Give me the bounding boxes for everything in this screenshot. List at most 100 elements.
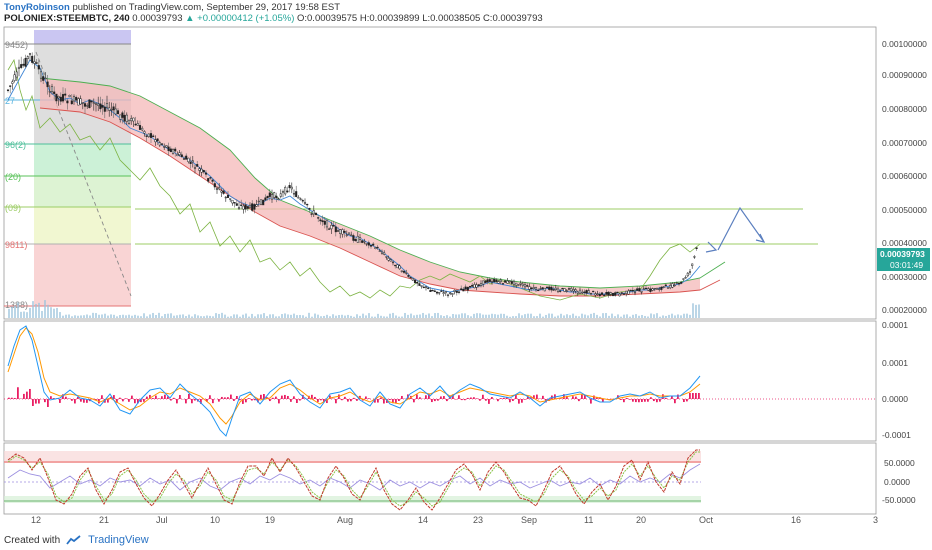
price-tick: 0.00050000 [882,205,927,215]
candle-body [319,219,322,222]
candle-body [583,291,586,293]
volume-bar [347,314,349,318]
volume-bar [26,312,28,318]
macd-hist-bar [323,399,325,403]
candle-body [618,293,621,297]
macd-hist-bar [80,399,82,402]
tradingview-brand[interactable]: TradingView [88,534,149,546]
volume-bar [110,314,112,318]
fib-retracement[interactable] [4,30,132,307]
candle-body [66,100,69,104]
candle-body [691,263,694,266]
macd-hist-bar [695,393,697,399]
candle-body [543,287,546,292]
macd-hist-bar [389,399,391,401]
macd-panel[interactable] [3,320,877,442]
signal-line [7,327,701,425]
volume-bar [278,316,280,318]
volume-bar [425,314,427,318]
candle-body [11,81,14,84]
stoch-panel[interactable] [3,442,877,515]
candle-body [134,123,137,126]
created-with-label: Created with [4,534,61,546]
macd-hist-bar [347,399,349,402]
candle-body [559,290,562,292]
macd-tick: 0.0000 [882,394,908,404]
volume-bar [323,315,325,318]
price-candles[interactable] [6,52,698,299]
candle-body [653,287,656,290]
candle-body [488,279,491,282]
volume-bar [215,313,217,318]
macd-hist-bar [365,396,367,399]
candle-body [372,243,375,246]
macd-hist-bar [596,396,598,399]
macd-hist-bar [218,399,220,402]
candle-body [460,288,463,291]
candle-body [466,286,469,291]
macd-hist-bar [278,399,280,404]
macd-hist-bar [239,399,241,401]
volume-bar [251,313,253,318]
macd-hist-bar [647,399,649,402]
volume-bar [143,313,145,318]
macd-hist-bar [563,394,565,399]
author-name[interactable]: TonyRobinson [4,2,70,13]
volume-bar [365,315,367,318]
macd-hist-bar [689,393,691,399]
candle-body [200,168,203,173]
candle-body [6,89,10,91]
volume-bar [119,315,121,318]
macd-hist-bar [269,399,271,402]
candle-body [264,197,267,201]
volume-bar [491,313,493,318]
volume-bar [335,315,337,318]
candle-body [262,199,265,206]
volume-bar [656,313,658,318]
candle-body [451,293,454,295]
candle-body [136,123,139,126]
candle-body [347,232,351,235]
candle-body [515,282,518,286]
candle-body [132,117,135,122]
macd-hist-bar [626,397,628,399]
candle-body [266,195,269,198]
time-tick: 11 [584,515,593,525]
candle-body [578,289,582,294]
volume-bar [377,313,379,318]
macd-hist-bar [164,394,166,399]
candle-body [435,291,439,294]
volume-bar [407,314,409,318]
macd-hist-bar [299,399,301,401]
macd-hist-bar [173,397,175,399]
macd-hist-bar [452,394,454,399]
price-panel[interactable] [3,26,877,320]
candle-body [141,127,144,131]
macd-hist-bar [602,399,604,403]
candle-body [61,94,65,102]
macd-hist-bar [68,398,70,399]
projection-arrow[interactable] [705,206,766,253]
candle-body [42,76,45,81]
macd-hist-bar [293,396,295,399]
volume-bar [32,301,34,318]
candle-body [565,290,568,292]
candle-body [413,279,417,284]
candle-body [607,291,610,296]
macd-hist-bar [32,399,34,406]
macd-hist-bar [575,396,577,399]
volume-bar [71,316,73,318]
volume-bar [242,314,244,318]
candle-body [631,289,634,292]
volume-bar [107,315,109,318]
macd-hist-bar [131,395,133,399]
volume-bar [269,314,271,318]
candle-body [409,277,412,279]
volume-bar [350,315,352,318]
candle-body [97,103,100,106]
candle-body [178,152,181,156]
volume-bar [620,316,622,318]
ohlc-values: O:0.00039575 H:0.00039899 L:0.00038505 C… [297,13,543,24]
volume-bar [659,316,661,318]
